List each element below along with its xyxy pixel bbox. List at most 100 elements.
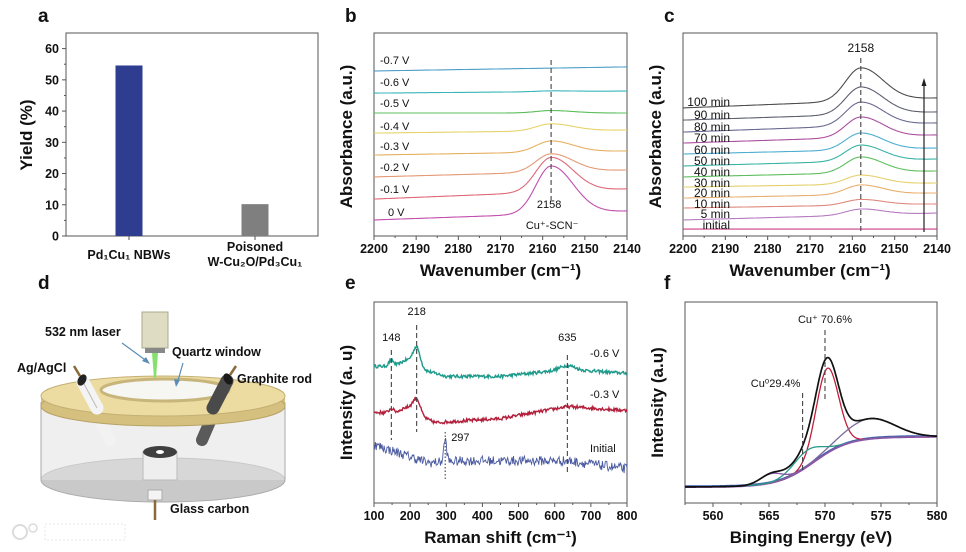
x-tick-label: 2200	[360, 242, 388, 256]
y-tick-label: 30	[45, 136, 59, 150]
raman-spectrum	[373, 345, 628, 381]
cu-plus-annotation: Cu⁺ 70.6%	[798, 314, 852, 326]
peak-label: 297	[451, 432, 469, 444]
series-label: -0.6 V	[590, 348, 620, 360]
reference-wire	[72, 365, 82, 377]
bar	[115, 65, 143, 236]
x-tick-label: 2180	[444, 242, 472, 256]
category-label: Poisoned	[227, 240, 283, 254]
spectrum-line	[683, 116, 937, 144]
spectrum-line	[682, 101, 937, 133]
spectrum-line	[683, 67, 937, 109]
quartz-window-label: Quartz window	[172, 345, 261, 359]
panel-label-c: c	[664, 6, 675, 27]
y-tick-label: 60	[45, 42, 59, 56]
x-tick-label: 700	[580, 509, 601, 523]
series-label: -0.3 V	[590, 389, 620, 401]
x-tick-label: 2160	[838, 242, 866, 256]
x-tick-label: 2180	[754, 242, 782, 256]
spectrum-line	[374, 123, 627, 134]
y-axis-title: Intensity (a. u)	[337, 345, 356, 460]
panel-label-e: e	[345, 273, 356, 294]
envelope-line	[685, 356, 937, 488]
bar-chart-frame	[65, 32, 319, 237]
peak-annotation: 2158	[847, 41, 874, 55]
x-tick-label: 400	[472, 509, 493, 523]
ftir-potential-frame	[373, 32, 628, 237]
series-label: 80 min	[694, 120, 730, 134]
peak-label: 148	[382, 332, 400, 344]
series-label: initial	[703, 218, 730, 232]
spectrum-line	[683, 132, 937, 155]
spectrum-line	[683, 184, 938, 199]
series-label: 90 min	[694, 108, 730, 122]
series-label: -0.6 V	[380, 77, 410, 89]
series-label: 0 V	[388, 207, 405, 219]
series-label: 50 min	[694, 154, 730, 168]
laser-head	[141, 311, 169, 349]
category-label: W-Cu₂O/Pd₃Cu₁	[208, 255, 303, 269]
x-tick-label: 600	[544, 509, 565, 523]
y-tick-label: 20	[45, 167, 59, 181]
cu-zero-annotation: Cu⁰29.4%	[751, 378, 801, 390]
quartz-window	[99, 377, 231, 403]
spectrum-line	[683, 174, 937, 188]
x-axis-title: Wavenumber (cm⁻¹)	[420, 261, 581, 280]
x-tick-label: 2150	[881, 242, 909, 256]
series-label: 30 min	[694, 176, 730, 190]
y-tick-label: 50	[45, 73, 59, 87]
series-label: 5 min	[701, 207, 730, 221]
reference-electrode-outline	[82, 381, 98, 409]
x-tick-label: 565	[759, 509, 780, 523]
series-label: -0.4 V	[380, 121, 410, 133]
spectrum-line	[373, 66, 627, 72]
spectrum-line	[374, 140, 627, 156]
x-tick-label: 300	[436, 509, 457, 523]
x-tick-label: 575	[871, 509, 892, 523]
series-label: -0.7 V	[380, 55, 410, 67]
series-label: Initial	[590, 443, 616, 455]
counter-wire	[228, 365, 238, 376]
series-label: 10 min	[694, 197, 730, 211]
spectrum-line	[374, 109, 627, 114]
laser-arrow	[121, 342, 149, 363]
laser-arrow-head	[142, 357, 150, 364]
series-label: -0.2 V	[380, 162, 410, 174]
x-tick-label: 2170	[796, 242, 824, 256]
x-tick-label: 2160	[529, 242, 557, 256]
x-tick-label: 2140	[923, 242, 951, 256]
counter-electrode-cap	[223, 373, 233, 385]
counter-electrode	[206, 374, 234, 415]
series-label: 100 min	[687, 95, 730, 109]
panel-label-d: d	[38, 273, 50, 294]
xps-frame	[684, 301, 938, 504]
spectrum-line	[682, 144, 937, 167]
panel-label-a: a	[38, 6, 49, 27]
spectrum-line	[682, 208, 938, 221]
category-label: Pd₁Cu₁ NBWs	[87, 248, 170, 262]
x-tick-label: 560	[703, 509, 724, 523]
panel-label-b: b	[345, 6, 357, 27]
x-tick-label: 2190	[402, 242, 430, 256]
series-label: 60 min	[694, 143, 730, 157]
species-annotation: Cu⁺-SCN⁻	[526, 220, 579, 232]
spectrum-line	[374, 90, 627, 94]
x-tick-label: 200	[400, 509, 421, 523]
peak-label: 635	[558, 332, 576, 344]
x-axis-title: Raman shift (cm⁻¹)	[424, 528, 577, 547]
series-label: -0.3 V	[380, 141, 410, 153]
raman-spectrum	[373, 438, 628, 474]
x-tick-label: 100	[364, 509, 385, 523]
bar	[241, 204, 269, 236]
y-axis-title: Absorbance (a.u.)	[646, 65, 665, 209]
watermark-logo	[12, 523, 126, 541]
working-electrode	[142, 446, 178, 481]
laser-aperture	[145, 348, 165, 353]
spectrum-line	[373, 165, 627, 221]
x-tick-label: 2150	[571, 242, 599, 256]
x-tick-label: 2200	[669, 242, 697, 256]
panel-label-f: f	[664, 273, 671, 294]
x-axis-title: Wavenumber (cm⁻¹)	[729, 261, 890, 280]
reference-electrode-label: Ag/AgCl	[17, 361, 66, 375]
